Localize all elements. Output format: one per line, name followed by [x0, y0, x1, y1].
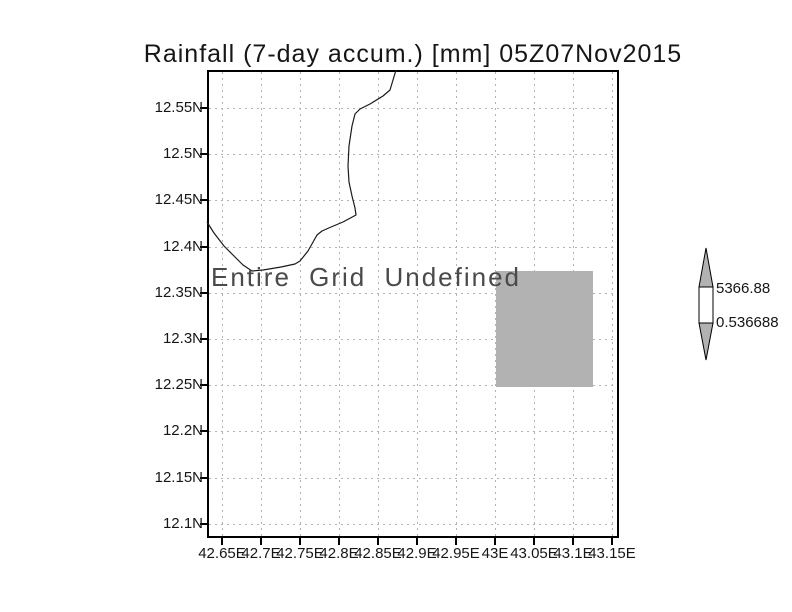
- lon-tick-label: 43.1E: [553, 545, 593, 562]
- gridline-vertical: [612, 72, 613, 536]
- lon-tick-label: 43.05E: [510, 545, 558, 562]
- chart-title: Rainfall (7-day accum.) [mm] 05Z07Nov201…: [143, 40, 683, 68]
- lon-tick: [416, 538, 418, 545]
- lon-tick-label: 42.65E: [198, 545, 246, 562]
- gridline-horizontal: [209, 246, 617, 248]
- lat-tick: [200, 430, 207, 433]
- lat-tick-label: 12.3N: [162, 330, 203, 347]
- gridline-horizontal: [209, 477, 617, 479]
- gridline-horizontal: [209, 339, 617, 340]
- colorbar-max-label: 5366.88: [716, 280, 771, 297]
- lat-tick-label: 12.2N: [162, 422, 203, 440]
- lon-tick: [455, 538, 457, 545]
- lon-tick-label: 42.95E: [432, 545, 480, 562]
- lat-tick-label: 12.15N: [154, 468, 203, 486]
- lat-tick: [200, 245, 207, 248]
- gridline-vertical: [417, 72, 418, 536]
- lon-tick: [572, 538, 574, 545]
- lon-tick-label: 42.85E: [354, 545, 402, 562]
- lon-tick: [494, 538, 496, 545]
- lat-tick: [200, 153, 207, 156]
- lat-tick-label: 12.35N: [154, 283, 203, 301]
- lat-tick: [200, 199, 207, 202]
- lat-tick-label: 12.45N: [154, 191, 203, 209]
- gridline-horizontal: [209, 523, 617, 525]
- lat-tick-label: 12.4N: [162, 237, 203, 255]
- gridline-vertical: [495, 72, 496, 536]
- lat-tick-label: 12.25N: [154, 376, 203, 394]
- colorbar-min-label: 0.536688: [716, 314, 779, 331]
- gridline-vertical: [339, 72, 340, 536]
- lon-tick-label: 43.15E: [588, 545, 636, 562]
- gridline-vertical: [456, 72, 457, 536]
- lon-tick: [260, 538, 262, 545]
- lat-tick-label: 12.55N: [154, 99, 203, 116]
- lon-tick-label: 42.7E: [241, 545, 281, 562]
- lon-tick-label: 42.9E: [397, 545, 437, 562]
- lon-tick-label: 42.75E: [276, 545, 324, 562]
- lat-tick: [200, 338, 207, 340]
- lon-tick: [611, 538, 613, 545]
- colorbar: [698, 247, 714, 361]
- lat-tick: [200, 384, 207, 387]
- lat-tick-label: 12.1N: [162, 514, 203, 532]
- lat-tick: [200, 291, 207, 294]
- lon-tick-label: 42.8E: [319, 545, 359, 562]
- gridline-vertical: [261, 72, 262, 536]
- gridline-horizontal: [209, 200, 617, 202]
- lat-tick: [200, 476, 207, 479]
- gridline-horizontal: [209, 108, 617, 109]
- lon-tick: [377, 538, 379, 545]
- lon-tick-label: 43E: [481, 545, 509, 562]
- shaded-region: [496, 271, 593, 387]
- gridline-vertical: [300, 72, 301, 536]
- lat-tick: [200, 522, 207, 525]
- colorbar-up-arrow-icon: [698, 247, 714, 288]
- lon-tick: [533, 538, 535, 545]
- lon-tick: [299, 538, 301, 545]
- lat-tick-label: 12.5N: [162, 145, 203, 163]
- gridline-horizontal: [209, 154, 617, 156]
- gridline-vertical: [222, 72, 223, 536]
- lon-tick: [338, 538, 340, 545]
- colorbar-down-arrow-icon: [698, 322, 714, 361]
- gridline-vertical: [378, 72, 379, 536]
- gridline-horizontal: [209, 292, 617, 294]
- lon-tick: [221, 538, 223, 545]
- lat-tick: [200, 107, 207, 109]
- gridline-horizontal: [209, 385, 617, 387]
- gridline-horizontal: [209, 431, 617, 433]
- colorbar-range-box: [698, 286, 714, 324]
- undefined-grid-label: Entire Grid Undefined: [211, 262, 522, 292]
